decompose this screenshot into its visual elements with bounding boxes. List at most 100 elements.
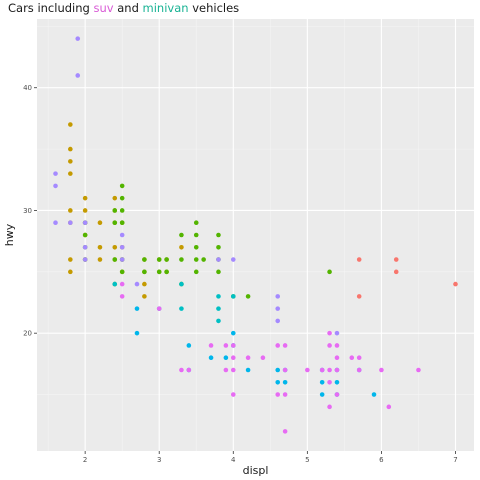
data-point-midsize (119, 269, 125, 275)
data-point-subcompact (75, 73, 81, 78)
data-point-suv (416, 367, 421, 373)
data-point-midsize (216, 269, 221, 275)
data-point-midsize (201, 257, 206, 262)
data-point-suv (334, 367, 340, 373)
data-point-suv (334, 343, 340, 348)
data-point-minivan (179, 306, 184, 311)
data-point-subcompact (82, 257, 88, 262)
data-point-subcompact (82, 244, 88, 250)
plot-panel (37, 19, 474, 451)
data-point-suv (282, 367, 288, 373)
data-point-midsize (193, 232, 199, 238)
data-point-suv (245, 355, 251, 361)
data-point-subcompact (53, 220, 58, 226)
data-point-minivan (216, 306, 221, 311)
x-axis-ticks: 2 3 4 5 6 7 (83, 451, 458, 464)
data-point-midsize (82, 232, 88, 238)
data-point-subcompact (68, 220, 73, 226)
data-point-midsize (216, 232, 221, 238)
data-point-subcompact (216, 257, 221, 262)
data-point-midsize (156, 269, 162, 275)
data-point-compact (68, 208, 73, 213)
data-point-midsize (193, 244, 199, 250)
data-point-midsize (119, 183, 125, 189)
x-tick-label: 4 (231, 456, 236, 464)
data-point-2seater (393, 257, 399, 262)
data-point-midsize (142, 269, 147, 275)
data-point-midsize (119, 195, 125, 201)
data-point-compact (112, 244, 118, 250)
data-point-midsize (164, 269, 169, 275)
data-point-pickup (371, 392, 377, 397)
data-point-suv (327, 343, 332, 348)
data-point-suv (186, 367, 192, 373)
data-point-pickup (223, 355, 229, 361)
title-suv-word: suv (93, 1, 114, 15)
data-point-midsize (193, 269, 199, 275)
data-point-midsize (179, 257, 184, 262)
data-point-suv (223, 367, 229, 373)
data-point-midsize (119, 208, 125, 213)
data-point-compact (112, 195, 118, 201)
data-point-suv (356, 355, 362, 361)
minor-gridlines (37, 19, 474, 451)
x-tick-label: 6 (379, 456, 384, 464)
data-point-2seater (356, 294, 362, 299)
data-point-midsize (156, 257, 162, 262)
data-point-midsize (193, 220, 199, 226)
data-point-subcompact (119, 244, 125, 250)
data-point-2seater (356, 257, 362, 262)
data-point-subcompact (134, 281, 140, 287)
data-point-suv (223, 343, 229, 348)
data-point-compact (142, 281, 147, 287)
data-point-subcompact (53, 183, 58, 189)
data-point-minivan (230, 294, 236, 299)
data-point-suv (230, 392, 236, 397)
data-point-suv (282, 429, 288, 434)
data-point-compact (68, 257, 73, 262)
data-point-pickup (334, 379, 340, 385)
data-point-pickup (186, 343, 192, 348)
data-point-midsize (142, 257, 147, 262)
data-point-subcompact (275, 318, 281, 324)
chart-title: Cars including suv and minivan vehicles (8, 1, 239, 15)
data-point-midsize (193, 257, 199, 262)
data-point-2seater (393, 269, 399, 275)
x-tick-label: 2 (83, 456, 87, 464)
x-tick-label: 3 (157, 456, 161, 464)
data-point-compact (179, 244, 184, 250)
data-point-subcompact (53, 171, 58, 176)
data-point-minivan (179, 281, 184, 287)
data-point-suv (327, 404, 332, 410)
data-point-compact (82, 195, 88, 201)
data-point-suv (260, 355, 266, 361)
data-point-suv (208, 343, 214, 348)
data-point-subcompact (230, 257, 236, 262)
data-point-suv (305, 367, 310, 373)
data-point-pickup (245, 367, 251, 373)
data-point-minivan (216, 318, 221, 324)
data-point-suv (327, 330, 332, 336)
data-point-pickup (230, 330, 236, 336)
data-point-pickup (134, 330, 140, 336)
data-point-compact (68, 122, 73, 127)
data-point-subcompact (119, 257, 125, 262)
data-point-compact (68, 269, 73, 275)
data-point-suv (230, 355, 236, 361)
data-point-midsize (327, 269, 332, 275)
y-tick-label: 20 (23, 330, 32, 338)
data-point-subcompact (275, 306, 281, 311)
data-point-compact (68, 159, 73, 164)
data-point-suv (282, 343, 288, 348)
data-point-midsize (112, 257, 118, 262)
data-point-suv (356, 367, 362, 373)
data-point-midsize (112, 208, 118, 213)
data-point-suv (327, 367, 332, 373)
data-point-compact (68, 171, 73, 176)
data-point-suv (349, 355, 355, 361)
data-point-suv (379, 367, 384, 373)
data-point-2seater (453, 281, 458, 287)
data-point-subcompact (82, 220, 88, 226)
data-point-compact (82, 208, 88, 213)
